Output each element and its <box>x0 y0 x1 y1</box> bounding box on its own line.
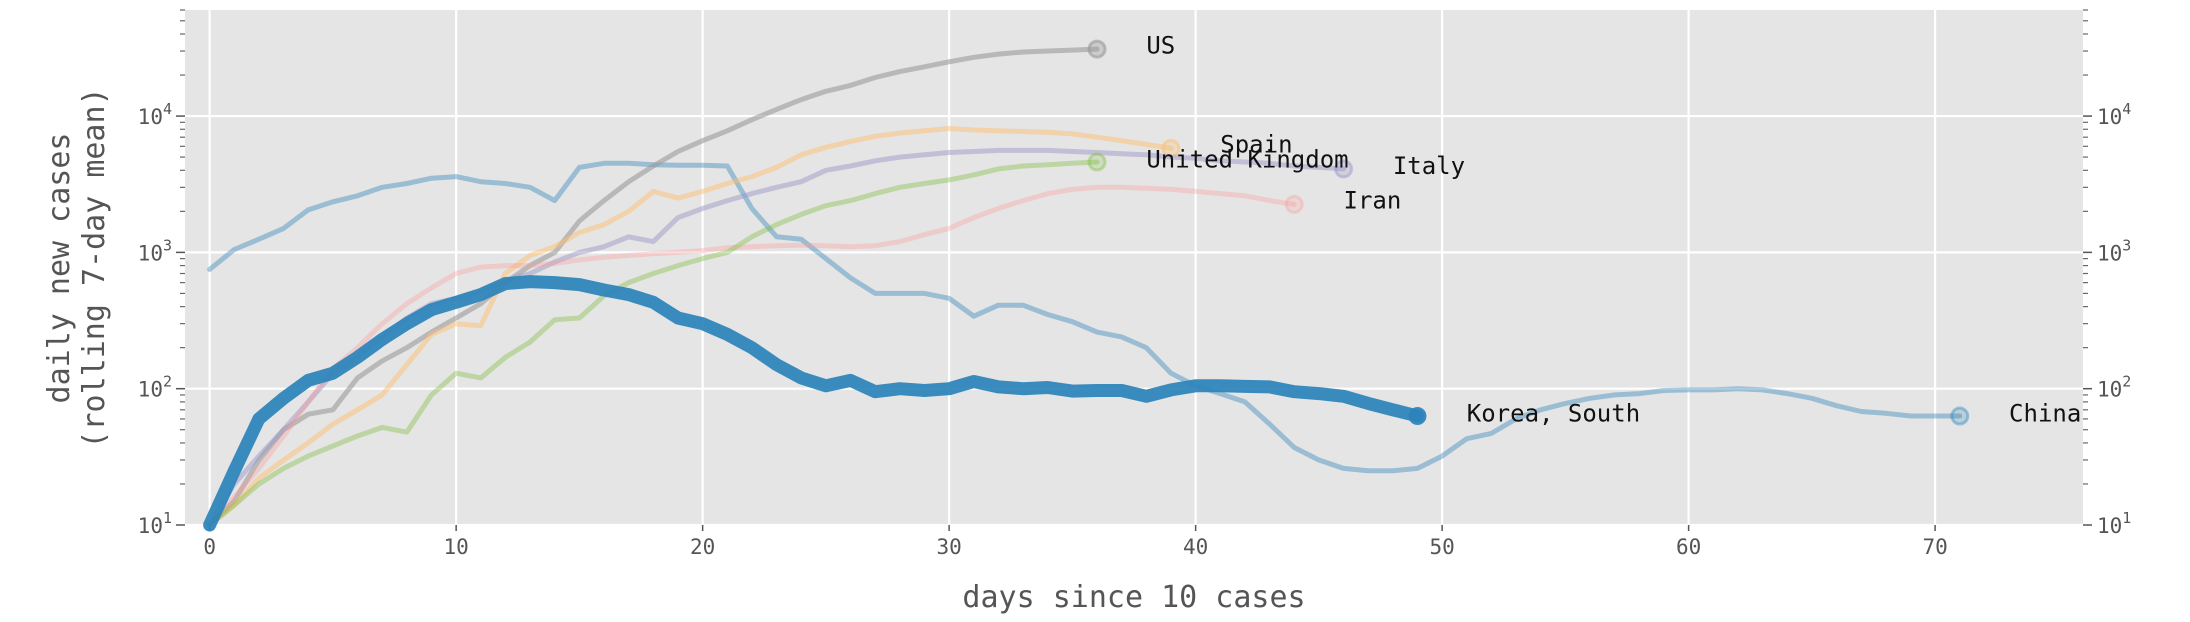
x-tick-label: 30 <box>936 535 961 559</box>
x-tick-label: 50 <box>1429 535 1454 559</box>
x-tick-label: 10 <box>443 535 468 559</box>
series-end-marker-united-kingdom <box>1089 154 1105 170</box>
y-tick-label-left: 102 <box>138 373 172 402</box>
y-axis-label-line2: (rolling 7-day mean) <box>77 87 112 448</box>
series-label-us: US <box>1146 31 1175 59</box>
x-tick-label: 20 <box>690 535 715 559</box>
x-tick-label: 60 <box>1676 535 1701 559</box>
series-label-korea-south: Korea, South <box>1467 399 1640 427</box>
series-label-united-kingdom: United Kingdom <box>1146 146 1348 174</box>
x-tick-label: 0 <box>203 535 216 559</box>
series-end-marker-korea-south <box>1408 407 1426 425</box>
y-tick-label-left: 104 <box>138 100 172 129</box>
x-axis-label: days since 10 cases <box>962 580 1305 615</box>
series-end-marker-us <box>1089 41 1105 57</box>
y-tick-label-right: 102 <box>2097 373 2131 402</box>
y-axis-label-line1: daily new cases <box>42 133 77 404</box>
y-tick-label-right: 103 <box>2097 236 2131 265</box>
x-tick-label: 70 <box>1922 535 1947 559</box>
y-tick-label-right: 101 <box>2097 509 2131 538</box>
series-end-marker-china <box>1952 408 1968 424</box>
y-tick-label-right: 104 <box>2097 100 2131 129</box>
series-label-iran: Iran <box>1344 187 1402 215</box>
series-label-italy: Italy <box>1393 152 1465 180</box>
y-tick-label-left: 101 <box>138 509 172 538</box>
x-tick-label: 40 <box>1183 535 1208 559</box>
series-end-marker-iran <box>1286 196 1302 212</box>
series-label-china: China <box>2009 399 2081 427</box>
y-tick-label-left: 103 <box>138 236 172 265</box>
